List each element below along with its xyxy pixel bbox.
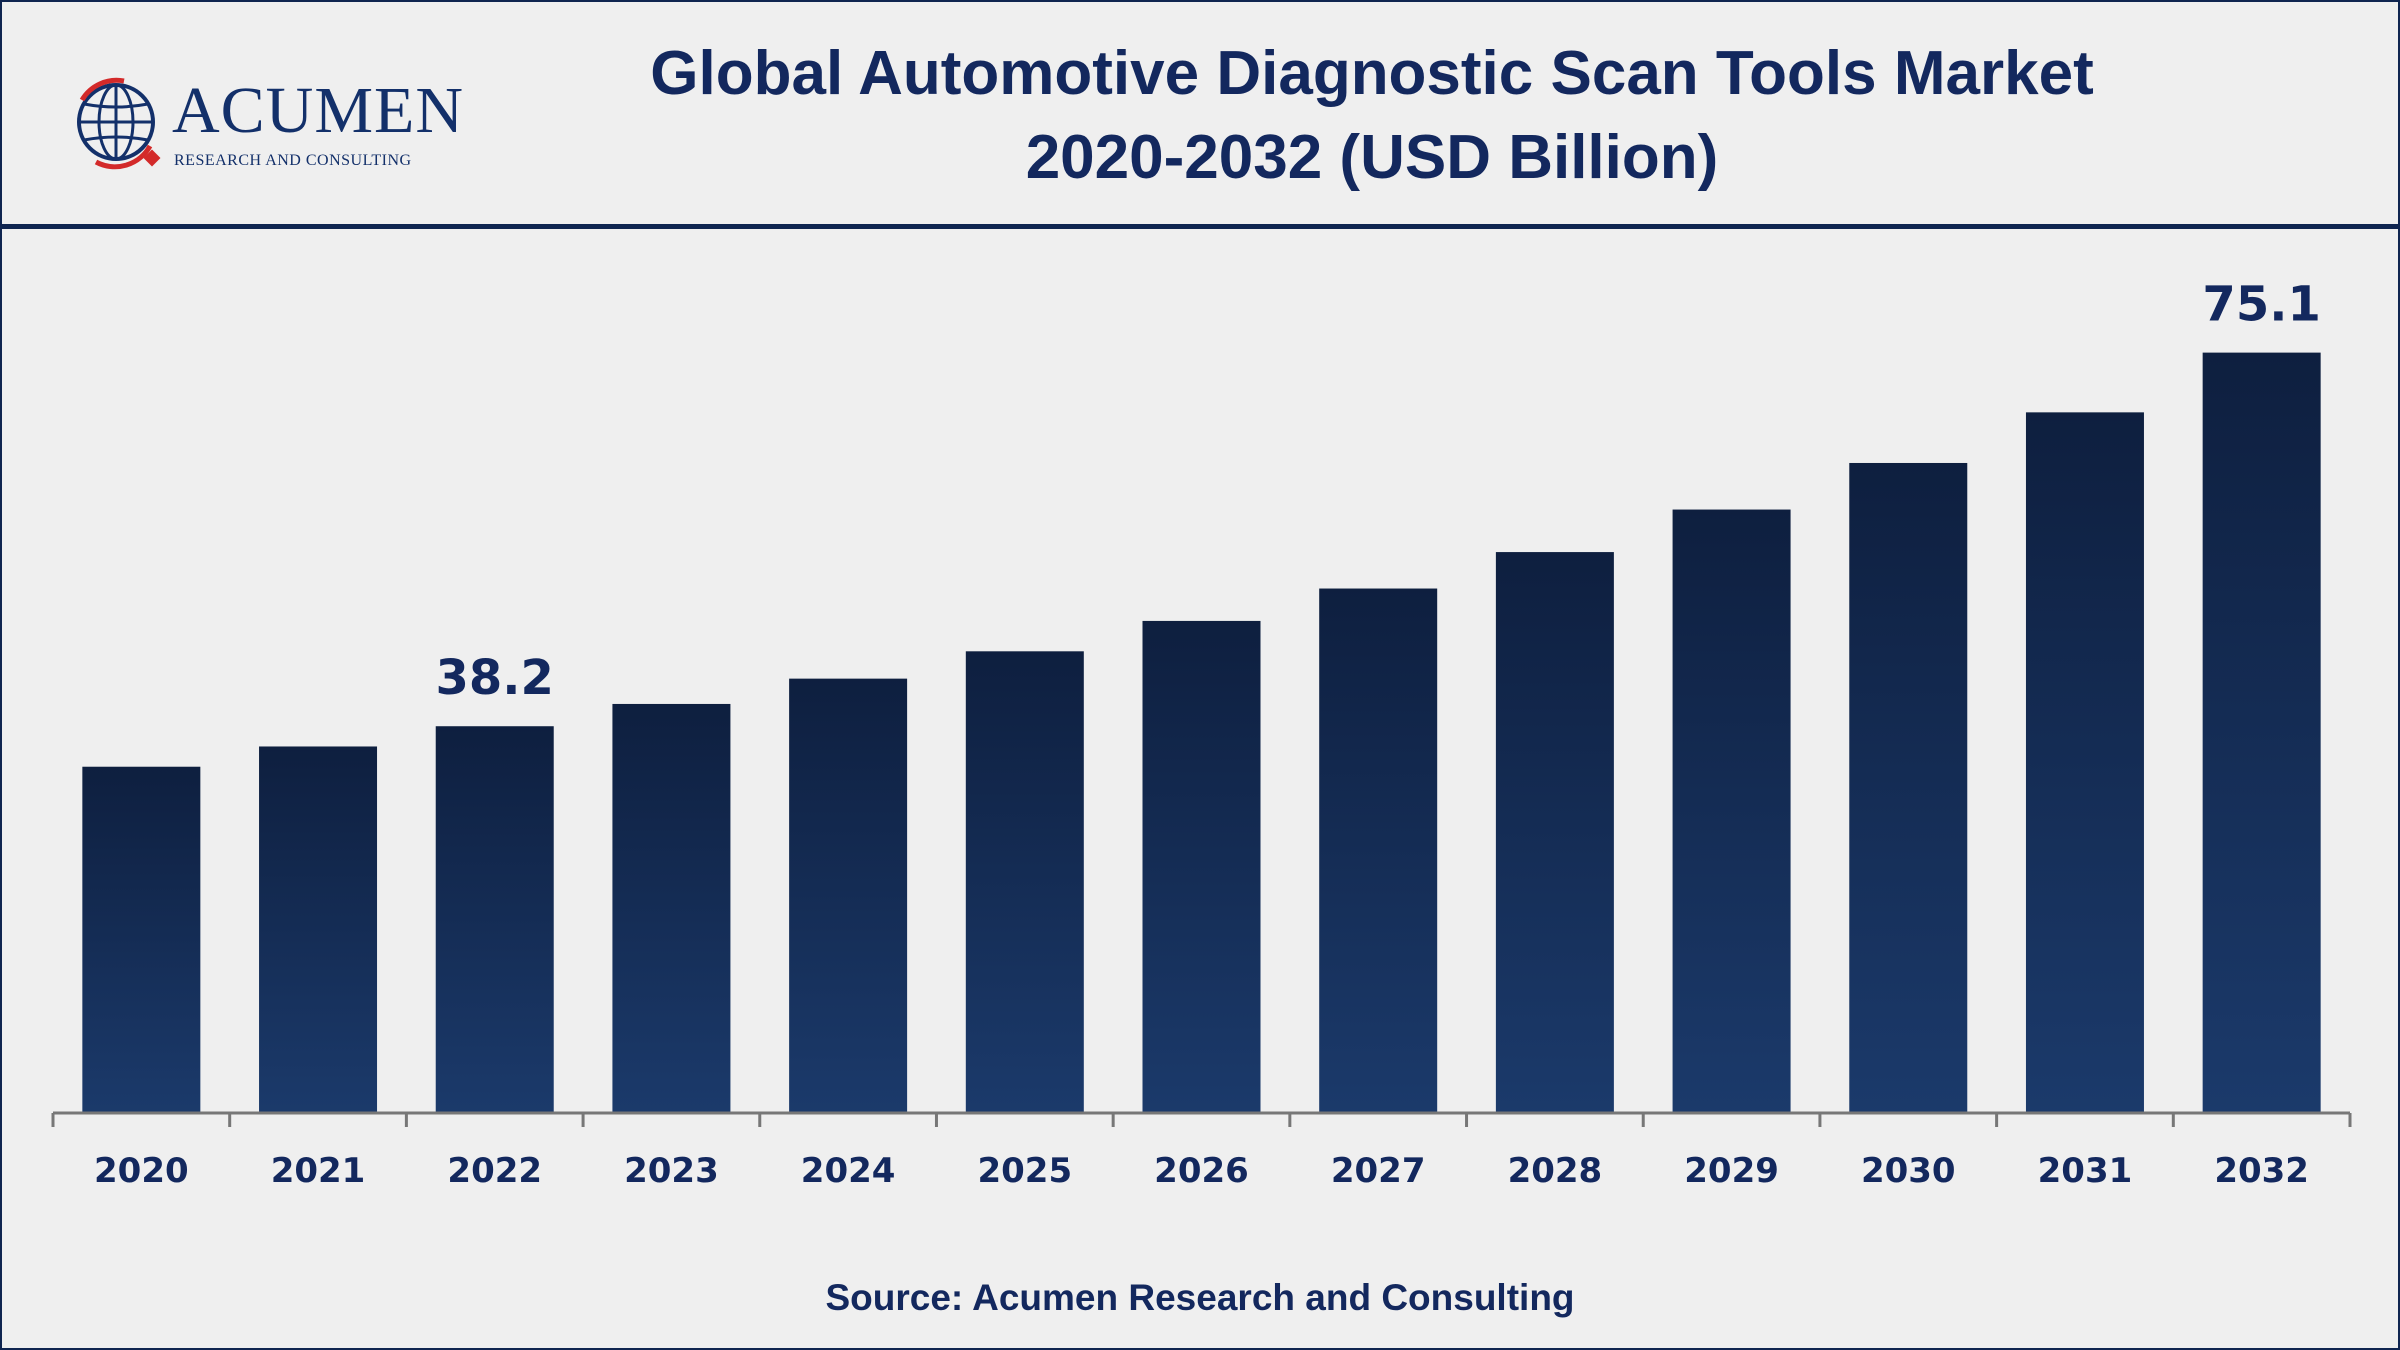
bar-2031 bbox=[2025, 412, 2144, 1114]
bar-2029 bbox=[1672, 509, 1791, 1113]
bar-2022 bbox=[435, 726, 554, 1113]
bar-2024 bbox=[789, 678, 908, 1113]
x-tick-label: 2024 bbox=[801, 1151, 896, 1191]
data-label-2032: 75.1 bbox=[2202, 277, 2320, 333]
x-axis: 2020 2021 2022 2023 2024 2025 2026 2027 2028 2029… bbox=[51, 1111, 2352, 1191]
x-tick-label: 2030 bbox=[1861, 1151, 1956, 1191]
bar-2026 bbox=[1142, 620, 1261, 1113]
logo-name: ACUMEN bbox=[172, 74, 465, 147]
x-tick-label: 2029 bbox=[1684, 1151, 1779, 1191]
bar-2027 bbox=[1319, 588, 1438, 1113]
x-tick-label: 2027 bbox=[1331, 1151, 1426, 1191]
logo-tagline: RESEARCH AND CONSULTING bbox=[174, 152, 412, 169]
x-tick-label: 2026 bbox=[1154, 1151, 1249, 1191]
bar-chart: 2020 2021 2022 2023 2024 2025 2026 2027 2028 2029… bbox=[51, 277, 2352, 1191]
bar-2023 bbox=[612, 703, 731, 1113]
acumen-logo: ACUMEN RESEARCH AND CONSULTING bbox=[74, 74, 474, 184]
bar-2030 bbox=[1849, 462, 1968, 1114]
x-tick-label: 2031 bbox=[2038, 1151, 2133, 1191]
x-tick-label: 2021 bbox=[271, 1151, 366, 1191]
chart-title-line-1: Global Automotive Diagnostic Scan Tools … bbox=[650, 39, 2094, 108]
bar-2020 bbox=[82, 766, 201, 1113]
x-tick-label: 2022 bbox=[447, 1151, 542, 1191]
bar-2028 bbox=[1495, 552, 1614, 1113]
x-tick-label: 2023 bbox=[624, 1151, 719, 1191]
bar-2021 bbox=[259, 746, 378, 1113]
data-labels-group: 38.2 75.1 bbox=[436, 277, 2321, 707]
chart-title-line-2: 2020-2032 (USD Billion) bbox=[1025, 123, 1719, 192]
x-tick-label: 2020 bbox=[94, 1151, 189, 1191]
bar-2032 bbox=[2202, 352, 2321, 1113]
x-tick-label: 2032 bbox=[2214, 1151, 2309, 1191]
x-tick-label: 2028 bbox=[1508, 1151, 1603, 1191]
header: ACUMEN RESEARCH AND CONSULTING Global Au… bbox=[2, 2, 2398, 224]
bars-group bbox=[82, 352, 2321, 1114]
source-note: Source: Acumen Research and Consulting bbox=[825, 1277, 1575, 1318]
bar-2025 bbox=[965, 651, 1084, 1113]
x-tick-label: 2025 bbox=[977, 1151, 1072, 1191]
globe-icon bbox=[77, 77, 161, 170]
data-label-2022: 38.2 bbox=[436, 650, 554, 706]
header-divider bbox=[2, 224, 2398, 229]
